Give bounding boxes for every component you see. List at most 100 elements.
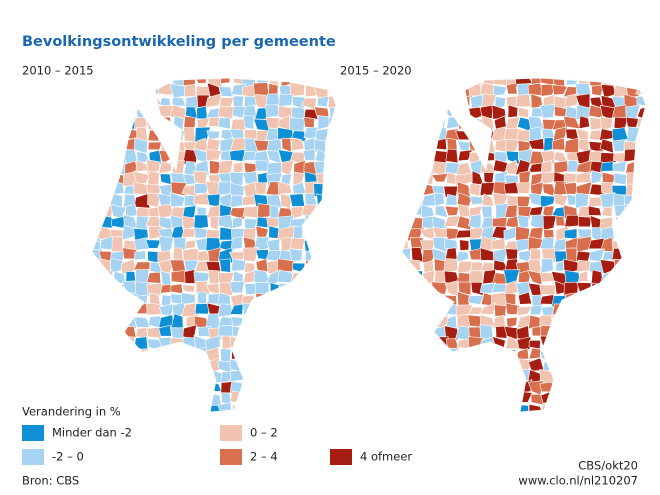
municipality [302,382,316,395]
municipality [433,138,447,151]
municipality [432,302,449,318]
municipality [146,302,162,316]
municipality [266,217,282,229]
municipality [289,390,306,407]
municipality [444,93,460,108]
municipality [552,380,568,395]
municipality [553,390,567,406]
municipality [625,335,640,351]
municipality [92,115,103,129]
municipality [421,303,434,316]
municipality [92,281,101,294]
municipality [635,78,646,84]
municipality [611,127,629,142]
municipality [555,215,566,227]
municipality [505,359,520,374]
municipality [601,316,613,328]
municipality [254,315,269,329]
municipality [111,216,126,229]
municipality [315,314,329,327]
municipality [615,391,628,405]
municipality [254,392,267,406]
municipality [515,348,529,361]
municipality [611,78,629,86]
municipality [92,291,102,305]
municipality [455,381,472,394]
municipality [160,270,172,286]
municipality [445,194,458,206]
municipality [303,349,318,362]
municipality [588,302,603,317]
municipality [290,336,305,351]
municipality [480,347,496,361]
municipality [241,346,257,361]
municipality [184,84,197,98]
municipality [159,173,172,186]
municipality [611,369,627,385]
municipality [147,250,159,264]
municipality [505,116,521,131]
municipality [447,414,459,429]
municipality [625,160,638,175]
municipality [170,358,186,373]
municipality [507,104,519,118]
municipality [92,357,102,374]
municipality [563,324,581,341]
municipality [92,325,101,340]
municipality [635,270,646,282]
municipality [635,336,646,350]
municipality [183,115,196,131]
municipality [591,84,604,97]
municipality [289,271,307,286]
municipality [289,282,307,296]
municipality [470,348,483,363]
municipality [402,282,410,296]
municipality [205,237,222,251]
municipality [301,315,316,330]
municipality [133,261,151,271]
municipality [123,137,137,152]
municipality [421,359,433,374]
municipality [292,325,306,341]
municipality [587,292,605,307]
municipality [491,380,507,393]
municipality [316,391,328,404]
municipality [396,413,412,428]
municipality [266,348,280,360]
municipality [217,106,235,120]
municipality [291,415,304,426]
municipality [98,269,114,285]
municipality [623,194,638,207]
municipality [100,281,112,295]
municipality [169,371,187,384]
municipality [125,204,138,217]
municipality [255,348,268,361]
municipality [266,381,283,395]
municipality [122,104,136,118]
municipality [157,250,172,264]
municipality [590,269,604,286]
municipality [170,192,186,208]
municipality [229,171,244,186]
municipality [601,206,613,217]
municipality [100,382,113,393]
municipality [455,357,471,374]
municipality [402,104,410,120]
municipality [110,390,127,403]
municipality [219,282,234,296]
municipality [193,390,208,407]
municipality [407,150,422,165]
municipality [280,416,294,429]
municipality [402,193,413,209]
municipality [124,391,136,406]
municipality [479,360,496,371]
municipality [244,325,258,340]
municipality [316,348,330,362]
municipality [304,402,316,412]
municipality [576,128,589,141]
municipality [625,104,641,120]
municipality [229,303,244,315]
municipality [325,379,336,395]
municipality [254,335,271,352]
municipality [315,404,331,412]
